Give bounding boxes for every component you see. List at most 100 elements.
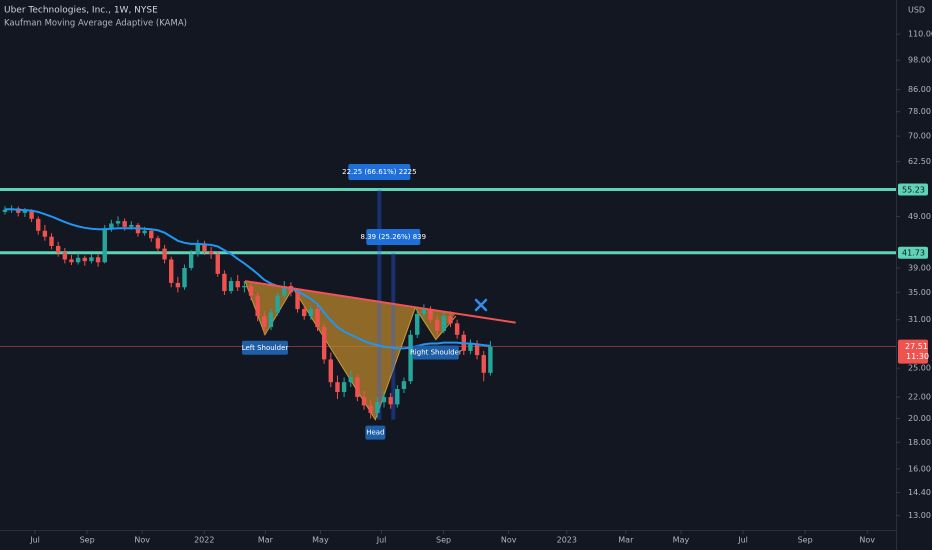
price-tag-label: 27.51 <box>905 342 928 351</box>
candle-body <box>468 344 473 351</box>
pattern-label: Left Shoulder <box>242 344 289 352</box>
candle-body <box>155 238 161 249</box>
candle-body <box>395 389 400 405</box>
symbol-title: Uber Technologies, Inc., 1W, NYSE <box>4 6 158 16</box>
y-tick-label: 13.00 <box>908 511 931 520</box>
y-tick-label: 98.00 <box>908 56 931 65</box>
candle-body <box>208 251 214 254</box>
candle-body <box>335 382 340 392</box>
candle-body <box>95 257 101 263</box>
candle-body <box>388 397 393 405</box>
y-tick-label: 22.00 <box>908 393 931 402</box>
candle-body <box>282 286 287 296</box>
pattern-label: Head <box>366 429 384 437</box>
indicator-title: Kaufman Moving Average Adaptive (KAMA) <box>4 19 187 29</box>
candle-body <box>262 316 267 328</box>
candle-body <box>454 323 460 335</box>
candle-body <box>415 313 420 335</box>
candle-body <box>315 309 320 328</box>
y-tick-label: 31.00 <box>908 315 931 324</box>
kama-line <box>4 208 491 350</box>
x-tick-label: Nov <box>134 536 150 545</box>
pattern-label-box <box>241 340 288 355</box>
candle-body <box>381 397 387 403</box>
candle-body <box>115 221 121 224</box>
candle-body <box>49 236 54 246</box>
y-tick-label: 110.00 <box>908 30 932 39</box>
candle-body <box>308 309 314 317</box>
candle-body <box>401 381 407 390</box>
candle-body <box>242 286 247 288</box>
candle-body <box>434 319 440 331</box>
measure-bar <box>377 189 382 420</box>
candle-body <box>195 243 201 254</box>
candle-body <box>129 224 134 227</box>
y-tick-label: 62.50 <box>908 157 931 166</box>
y-tick-label: 25.00 <box>908 364 931 373</box>
candle-body <box>428 309 433 320</box>
candle-body <box>355 377 360 398</box>
x-tick-label: May <box>673 536 690 545</box>
candle-body <box>488 346 493 373</box>
candle-body <box>188 253 194 268</box>
candle-body <box>42 230 48 237</box>
pattern-label-box <box>412 345 459 360</box>
price-tag <box>898 339 928 364</box>
x-tick-label: 2023 <box>557 536 577 545</box>
candle-body <box>248 286 254 296</box>
candle-body <box>202 243 207 252</box>
pattern-outline <box>244 280 457 421</box>
y-tick-label: 35.00 <box>908 288 931 297</box>
candle-body <box>2 209 8 212</box>
x-tick-label: Sep <box>436 536 451 545</box>
candle-body <box>361 397 367 406</box>
measure-label: 22.25 (66.61%) 2225 <box>342 168 416 176</box>
candle-body <box>448 316 453 324</box>
candle-body <box>182 267 187 288</box>
candle-body <box>75 257 81 263</box>
candle-body <box>321 327 327 360</box>
level-price-tag <box>898 183 928 196</box>
candle-body <box>328 359 334 383</box>
candle-body <box>109 223 114 229</box>
measure-label: 8.39 (25.26%) 839 <box>361 233 427 241</box>
candle-body <box>481 355 486 373</box>
countdown-label: 11:30 <box>906 352 929 361</box>
level-price-label: 41.73 <box>902 249 925 258</box>
y-tick-label: 49.00 <box>908 212 931 221</box>
x-tick-label: Jul <box>376 536 387 545</box>
y-tick-label: 16.00 <box>908 464 931 473</box>
x-tick-label: May <box>312 536 329 545</box>
measure-bar <box>391 252 396 420</box>
neckline <box>244 280 516 324</box>
candle-body <box>36 218 41 231</box>
candle-body <box>341 382 347 392</box>
candle-body <box>22 211 28 213</box>
candle-body <box>228 281 234 292</box>
candle-body <box>69 259 74 263</box>
x-tick-label: Mar <box>618 536 634 545</box>
x-tick-label: Mar <box>258 536 274 545</box>
level-price-tag <box>898 246 928 259</box>
candle-body <box>169 259 174 283</box>
candle-body <box>142 230 147 234</box>
plot-area: 22.25 (66.61%) 2225 8.39 (25.26%) 839 Left… <box>0 164 896 440</box>
candle-body <box>62 252 68 260</box>
candle-body <box>295 292 300 310</box>
candle-body <box>102 228 107 263</box>
candle-body <box>302 309 307 317</box>
candle-body <box>408 334 413 382</box>
x-tick-label: Nov <box>859 536 875 545</box>
y-tick-label: 20.00 <box>908 414 931 423</box>
candle-body <box>89 257 94 262</box>
candle-body <box>235 281 240 288</box>
candle-body <box>368 405 373 413</box>
x-tick-label: 2022 <box>194 536 214 545</box>
candle-body <box>29 211 34 219</box>
candle-body <box>122 221 127 227</box>
candle-body <box>255 295 260 317</box>
candle-body <box>55 245 61 253</box>
pattern-label: Right Shoulder <box>410 348 462 356</box>
